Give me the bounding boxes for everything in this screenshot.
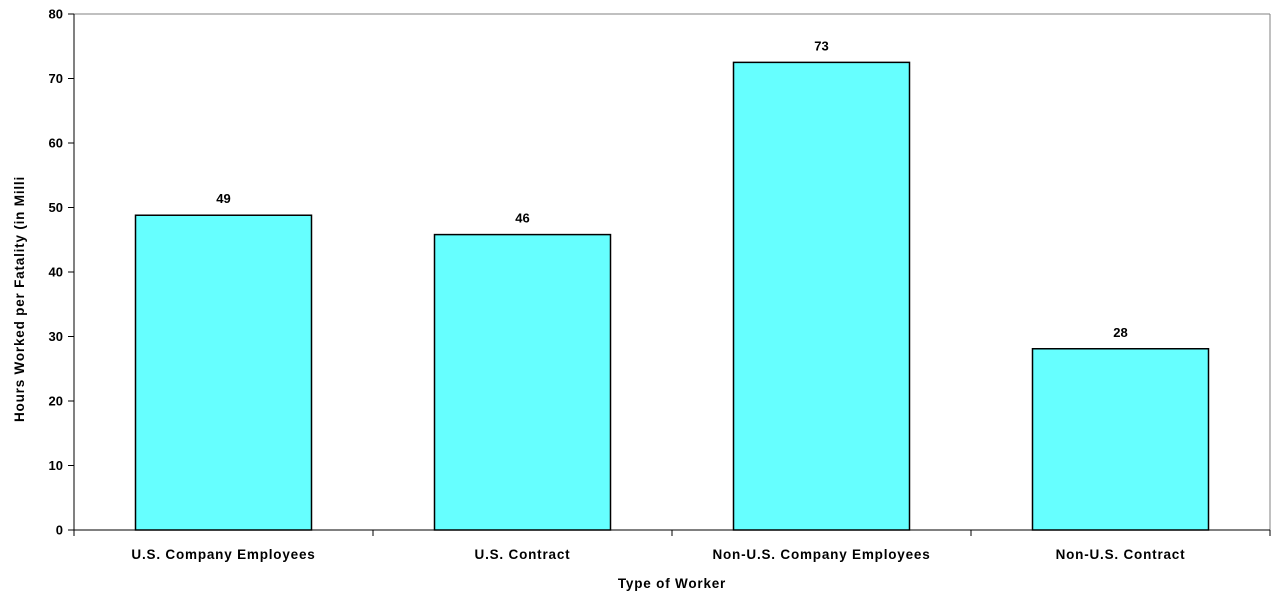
bar-2 [433,233,612,531]
y-tick-label-70: 70 [49,71,63,86]
bar-4 [1031,348,1210,531]
y-tick-label-40: 40 [49,265,63,280]
data-label-1: 49 [216,191,230,206]
bar-3 [732,61,911,531]
data-label-2: 46 [515,211,529,226]
y-tick-label-50: 50 [49,200,63,215]
x-tick-label-2: U.S. Contract [475,547,571,562]
x-tick-label-3: Non-U.S. Company Employees [712,547,930,562]
x-axis-title: Type of Worker [618,576,726,591]
bar-1 [134,214,313,531]
y-axis-title: Hours Worked per Fatality (in Milli [12,176,27,422]
y-tick-label-80: 80 [49,7,63,22]
y-tick-label-0: 0 [56,523,63,538]
y-tick-label-20: 20 [49,394,63,409]
y-tick-label-10: 10 [49,458,63,473]
y-tick-label-30: 30 [49,329,63,344]
data-label-3: 73 [814,38,828,53]
data-label-4: 28 [1113,325,1127,340]
x-tick-label-1: U.S. Company Employees [131,547,315,562]
y-tick-label-60: 60 [49,136,63,151]
x-tick-label-4: Non-U.S. Contract [1056,547,1186,562]
